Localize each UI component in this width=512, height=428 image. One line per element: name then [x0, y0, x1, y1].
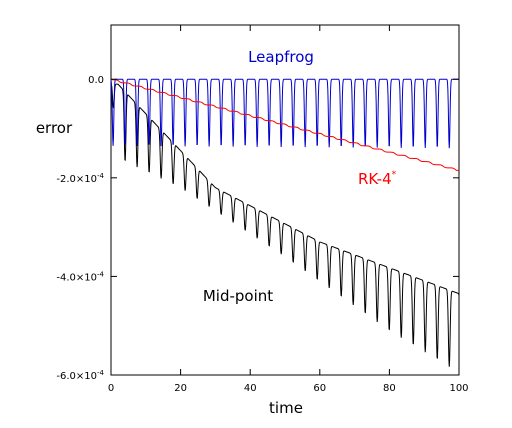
series-label-midpoint: Mid-point: [203, 287, 273, 305]
y-tick-label: -2.0×10-4: [56, 172, 104, 185]
series-line-leapfrog: [110, 78, 460, 149]
series-layer: [110, 78, 460, 367]
tick-layer: 0 20 40 60 80 100 0.0 -2.0×10-4 -4.0×10-4 -6.0×10…: [56, 25, 469, 394]
y-tick-label: 0.0: [88, 75, 104, 86]
x-tick-label: 0: [108, 383, 114, 394]
series-label-rk4-sup: *: [392, 170, 397, 180]
y-tick-label: -4.0×10-4: [56, 270, 104, 283]
series-line-rk4: [110, 79, 459, 171]
series-label-leapfrog: Leapfrog: [248, 48, 314, 66]
x-tick-label: 100: [449, 383, 468, 394]
series-label-rk4: RK-4*: [358, 170, 397, 188]
series-label-rk4-name: RK-4: [358, 170, 392, 188]
plot-frame: [110, 24, 460, 376]
y-tick-label: -6.0×10-4: [56, 369, 104, 382]
x-tick-label: 20: [174, 383, 187, 394]
x-axis-title: time: [269, 399, 303, 417]
series-line-midpoint: [110, 83, 460, 367]
x-tick-label: 60: [313, 383, 326, 394]
x-tick-label: 80: [383, 383, 396, 394]
y-axis-title: error: [36, 119, 73, 137]
x-tick-label: 40: [244, 383, 257, 394]
